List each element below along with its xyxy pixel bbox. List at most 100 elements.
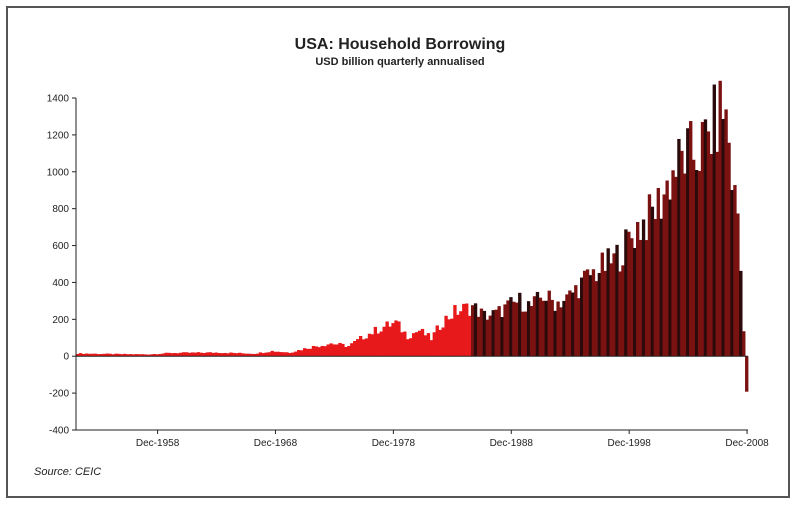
bar	[394, 320, 398, 357]
chart-title: USA: Household Borrowing	[294, 36, 506, 53]
bar	[373, 326, 378, 357]
bar	[686, 128, 690, 357]
chart-subtitle: USD billion quarterly annualised	[315, 56, 485, 68]
bar	[158, 353, 162, 357]
bar	[78, 353, 83, 357]
bar	[297, 350, 301, 357]
bar	[409, 338, 413, 357]
bar	[132, 354, 136, 357]
bar	[736, 213, 740, 357]
bar	[515, 302, 519, 357]
bar	[633, 247, 637, 357]
bar	[90, 353, 95, 357]
bar	[624, 229, 628, 357]
bar	[739, 270, 743, 357]
bar	[742, 331, 746, 357]
bar	[232, 352, 236, 357]
bar	[179, 352, 183, 357]
bar	[252, 353, 257, 357]
bar	[429, 340, 434, 357]
bar	[391, 323, 395, 357]
bar	[659, 218, 663, 357]
bar	[291, 352, 295, 357]
bar	[650, 206, 655, 357]
bar	[647, 194, 652, 357]
bar	[385, 321, 389, 357]
y-tick-label: -200	[49, 389, 69, 400]
bar	[518, 292, 522, 357]
bar	[126, 354, 130, 357]
bar	[594, 281, 599, 357]
bar	[597, 273, 602, 357]
bar	[550, 299, 554, 357]
bar	[235, 353, 239, 357]
bar	[580, 277, 584, 357]
bar	[470, 305, 475, 357]
bar	[491, 310, 495, 357]
bar	[697, 170, 702, 357]
bar	[462, 303, 466, 357]
bar	[453, 305, 457, 357]
bar	[671, 170, 675, 357]
bar	[176, 353, 180, 357]
bar	[674, 176, 678, 357]
bar	[709, 154, 714, 357]
bar	[400, 332, 404, 357]
bar	[476, 316, 481, 357]
y-tick-label: 1400	[47, 94, 70, 105]
bar	[577, 298, 581, 357]
bar	[497, 306, 501, 357]
bar	[267, 352, 271, 357]
bar	[618, 271, 622, 357]
bar	[565, 294, 569, 357]
bar	[326, 344, 330, 357]
bar	[167, 352, 171, 357]
bar	[662, 194, 666, 357]
bar	[199, 352, 204, 357]
bar	[270, 350, 274, 357]
bar	[193, 352, 198, 357]
bar	[202, 353, 207, 357]
bar	[588, 275, 593, 357]
bar	[205, 352, 210, 357]
bar	[320, 345, 324, 357]
bar	[641, 219, 646, 357]
bar	[84, 353, 89, 357]
bar	[382, 326, 386, 357]
bar	[276, 351, 280, 357]
bar	[585, 269, 590, 357]
bar	[417, 330, 422, 357]
bar	[361, 339, 366, 357]
y-tick-label: 1200	[47, 130, 70, 141]
bar	[529, 306, 534, 357]
bar	[185, 352, 189, 357]
bar	[612, 253, 616, 357]
bar	[591, 269, 596, 357]
bar	[712, 84, 716, 357]
bar	[574, 285, 578, 357]
y-tick-label: 600	[52, 241, 69, 252]
bar	[482, 310, 487, 357]
bar	[223, 352, 227, 357]
bar	[524, 311, 528, 357]
bar	[76, 353, 80, 357]
bar	[96, 354, 100, 357]
bar	[294, 351, 298, 357]
bar	[140, 354, 145, 357]
bar	[680, 150, 684, 357]
bar	[335, 344, 339, 357]
bar	[111, 354, 115, 357]
bar	[161, 353, 165, 357]
y-tick-label: 200	[52, 315, 69, 326]
bar	[241, 353, 245, 357]
bar	[220, 353, 224, 357]
bar	[196, 352, 201, 357]
x-tick-label: Dec-2008	[725, 438, 769, 449]
bar	[341, 343, 345, 357]
bar	[261, 353, 266, 357]
bar	[367, 333, 372, 357]
bar	[435, 325, 439, 357]
bar	[509, 297, 513, 357]
bar	[317, 347, 322, 357]
bar	[692, 159, 696, 357]
